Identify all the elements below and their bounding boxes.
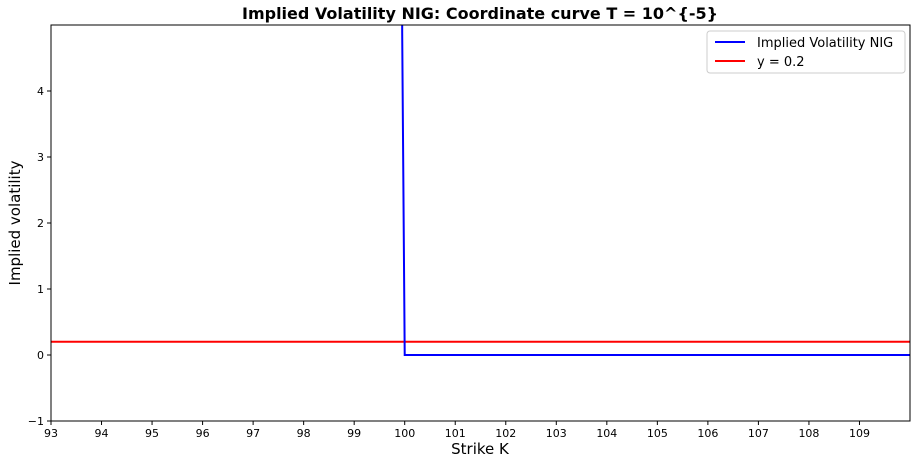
x-axis-label: Strike K <box>451 440 510 458</box>
chart-title: Implied Volatility NIG: Coordinate curve… <box>242 4 718 23</box>
y-tick-label: 3 <box>37 151 44 164</box>
x-tick-label: 98 <box>297 427 311 440</box>
x-tick-label: 109 <box>849 427 870 440</box>
series-layer <box>51 25 910 356</box>
x-tick-label: 101 <box>445 427 466 440</box>
x-tick-label: 104 <box>596 427 617 440</box>
x-tick-label: 99 <box>347 427 361 440</box>
y-axis-ticks: −1 0 1 2 3 4 <box>28 85 51 428</box>
y-axis-label: Implied volatility <box>6 160 24 285</box>
x-tick-label: 94 <box>95 427 109 440</box>
x-tick-label: 97 <box>246 427 260 440</box>
y-tick-label: 4 <box>37 85 44 98</box>
x-tick-label: 105 <box>647 427 668 440</box>
x-tick-label: 108 <box>798 427 819 440</box>
legend-box <box>706 30 906 74</box>
y-tick-label: −1 <box>28 415 44 428</box>
x-axis-ticks: 93 94 95 96 97 98 99 100 101 102 103 104 105 106 107 10… <box>44 421 870 440</box>
y-tick-label: 2 <box>37 217 44 230</box>
x-tick-label: 103 <box>546 427 567 440</box>
x-tick-label: 107 <box>748 427 769 440</box>
legend-label: Implied Volatility NIG <box>757 36 893 51</box>
series-line-0 <box>401 25 910 356</box>
y-tick-label: 1 <box>37 283 44 296</box>
x-tick-label: 100 <box>394 427 415 440</box>
plot-frame <box>50 24 911 422</box>
x-tick-label: 102 <box>495 427 516 440</box>
x-tick-label: 96 <box>196 427 210 440</box>
x-tick-label: 106 <box>697 427 718 440</box>
legend: Implied Volatility NIG y = 0.2 <box>706 30 906 74</box>
legend-label: y = 0.2 <box>757 55 805 70</box>
x-tick-label: 95 <box>145 427 159 440</box>
y-tick-label: 0 <box>37 349 44 362</box>
x-tick-label: 93 <box>44 427 58 440</box>
